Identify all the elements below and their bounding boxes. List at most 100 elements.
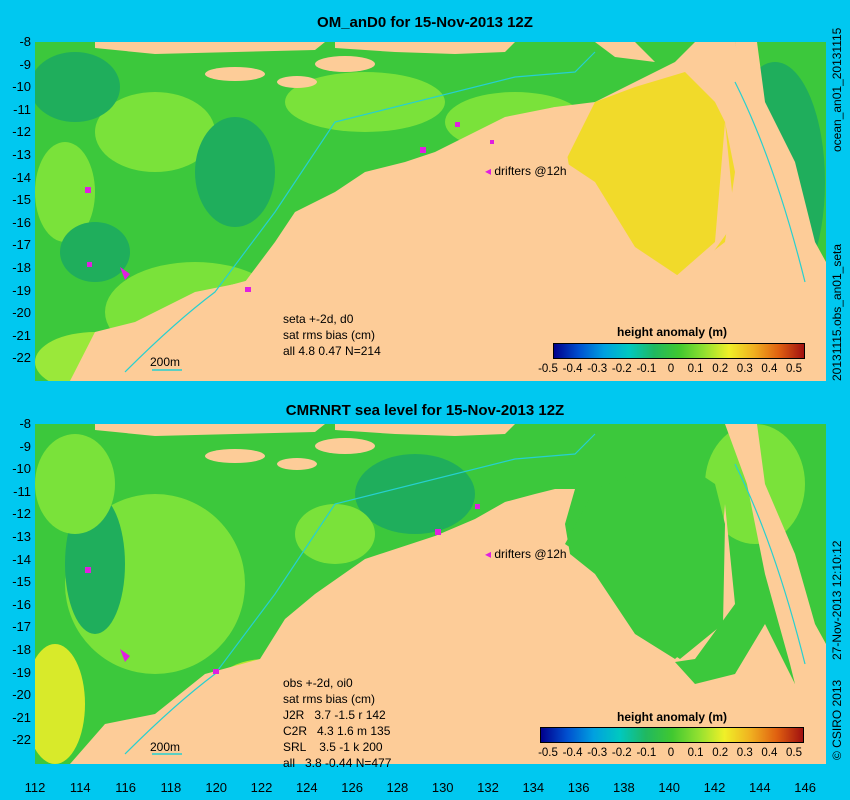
y-tick-label: -10	[12, 461, 31, 477]
x-tick-label: 120	[205, 780, 228, 795]
panel1-side-label-top: ocean_an01_20131115	[830, 27, 844, 152]
y-tick-label: -21	[12, 709, 31, 725]
y-tick-label: -13	[12, 147, 31, 162]
panel2-scale: 200m	[150, 740, 181, 754]
panel1-info-line: all 4.8 0.47 N=214	[283, 344, 381, 358]
x-tick-label: 140	[658, 780, 681, 795]
x-tick-label: 118	[160, 780, 182, 795]
y-tick-label: -18	[12, 642, 31, 657]
panel2-map-canvas	[25, 424, 826, 764]
y-tick-label: -15	[12, 574, 31, 590]
y-tick-label: -20	[12, 305, 31, 321]
colorbar-tick-label: -0.5	[538, 747, 558, 759]
colorbar-tick-label: -0.1	[636, 747, 657, 759]
panel1-colorbar-title: height anomaly (m)	[617, 325, 728, 339]
y-tick-label: -14	[12, 551, 31, 567]
panel2-map	[25, 424, 826, 764]
colorbar-tick-label: 0.3	[736, 363, 753, 375]
colorbar-tick-label: 0.3	[736, 747, 753, 759]
y-tick-label: -19	[12, 664, 31, 680]
panel2-info-line: all 3.8 -0.44 N=477	[283, 756, 392, 770]
y-tick-label: -12	[12, 506, 31, 522]
colorbar-tick-label: -0.3	[587, 747, 608, 759]
y-tick-label: -11	[13, 101, 31, 117]
y-tick-label: -17	[12, 237, 31, 253]
panel2-drifters-label: ◂ drifters @12h	[485, 547, 567, 561]
y-tick-label: -13	[12, 529, 31, 544]
drifter-marker-icon: ◂	[485, 164, 492, 178]
y-tick-label: -16	[12, 214, 31, 230]
y-tick-label: -9	[19, 438, 31, 454]
panel2-colorbar-title: height anomaly (m)	[617, 710, 728, 724]
drifter-marker-icon: ◂	[485, 547, 492, 561]
colorbar-tick-label: -0.1	[636, 363, 657, 375]
x-tick-label: 130	[431, 780, 454, 795]
panel1-side-label-bottom: 20131115.obs_an01_seta	[830, 243, 844, 381]
y-tick-label: -22	[12, 732, 31, 748]
panel1-info-line: seta +-2d, d0	[283, 312, 354, 326]
panel2-info-line: C2R 4.3 1.6 m 135	[283, 724, 391, 738]
panel1-title: OM_anD0 for 15-Nov-2013 12Z	[317, 14, 533, 31]
x-tick-label: 138	[613, 780, 635, 795]
y-tick-label: -15	[12, 192, 31, 208]
colorbar-tick-label: 0.2	[712, 747, 729, 759]
x-tick-label: 134	[522, 780, 545, 795]
panel1-drifters-text: drifters @12h	[494, 164, 567, 178]
panel1-map-canvas	[30, 42, 826, 392]
y-tick-label: -21	[12, 327, 31, 343]
panel2-title: CMRNRT sea level for 15-Nov-2013 12Z	[285, 402, 565, 419]
y-tick-label: -10	[12, 79, 31, 95]
x-tick-label: 116	[115, 780, 136, 795]
panel1-drifters-label: ◂ drifters @12h	[485, 164, 567, 178]
colorbar-tick-label: 0.5	[786, 747, 802, 759]
panel2-info-line: J2R 3.7 -1.5 r 142	[283, 708, 386, 722]
y-tick-label: -17	[12, 619, 31, 635]
panel1-colorbar	[553, 343, 805, 359]
x-tick-label: 128	[386, 780, 409, 795]
colorbar-tick-label: 0.1	[687, 363, 704, 375]
colorbar-tick-label: 0.4	[761, 747, 778, 759]
x-tick-label: 114	[69, 780, 91, 795]
x-tick-label: 124	[295, 780, 318, 795]
panel1-map	[30, 42, 826, 392]
colorbar-tick-label: 0.4	[761, 363, 778, 375]
colorbar-tick-label: -0.4	[562, 363, 583, 375]
x-tick-label: 132	[477, 780, 499, 795]
panel2-side-label-bottom: © CSIRO 2013	[830, 679, 844, 760]
colorbar-tick-label: -0.2	[611, 747, 632, 759]
y-tick-label: -22	[12, 350, 31, 366]
panel1-scale: 200m	[150, 355, 181, 369]
y-tick-label: -8	[19, 34, 31, 49]
y-tick-label: -9	[19, 56, 31, 72]
y-tick-label: -14	[12, 169, 31, 185]
panel2-info-line: sat rms bias (cm)	[283, 692, 376, 706]
colorbar-tick-label: 0.1	[687, 747, 704, 759]
colorbar-tick-label: 0	[667, 747, 675, 759]
panel2-drifters-text: drifters @12h	[494, 547, 567, 561]
y-tick-label: -11	[13, 483, 31, 499]
x-tick-label: 112	[24, 780, 46, 795]
colorbar-tick-label: -0.4	[562, 747, 583, 759]
colorbar-tick-label: -0.5	[538, 363, 558, 375]
y-tick-label: -18	[12, 260, 31, 275]
x-tick-label: 142	[703, 780, 726, 795]
panel1-info: seta +-2d, d0 sat rms bias (cm) all 4.8 …	[283, 311, 381, 359]
colorbar-tick-label: 0.5	[786, 363, 802, 375]
y-tick-label: -8	[19, 416, 31, 431]
x-tick-label: 126	[341, 780, 363, 795]
panel2-info: obs +-2d, oi0 sat rms bias (cm) J2R 3.7 …	[283, 675, 391, 771]
y-tick-label: -16	[12, 596, 31, 612]
panel1-info-line: sat rms bias (cm)	[283, 328, 376, 342]
y-tick-label: -12	[12, 124, 31, 140]
x-tick-label: 144	[748, 780, 771, 795]
panel2-info-line: SRL 3.5 -1 k 200	[283, 740, 383, 754]
colorbar-tick-label: 0	[667, 363, 675, 375]
panel2-side-label-top: 27-Nov-2013 12:10:12	[830, 540, 844, 660]
x-tick-label: 136	[567, 780, 590, 795]
panel2-colorbar	[540, 727, 804, 743]
y-tick-label: -19	[12, 282, 31, 298]
x-tick-label: 122	[250, 780, 273, 795]
colorbar-tick-label: 0.2	[712, 363, 729, 375]
panel2-info-line: obs +-2d, oi0	[283, 676, 353, 690]
y-tick-label: -20	[12, 687, 31, 703]
